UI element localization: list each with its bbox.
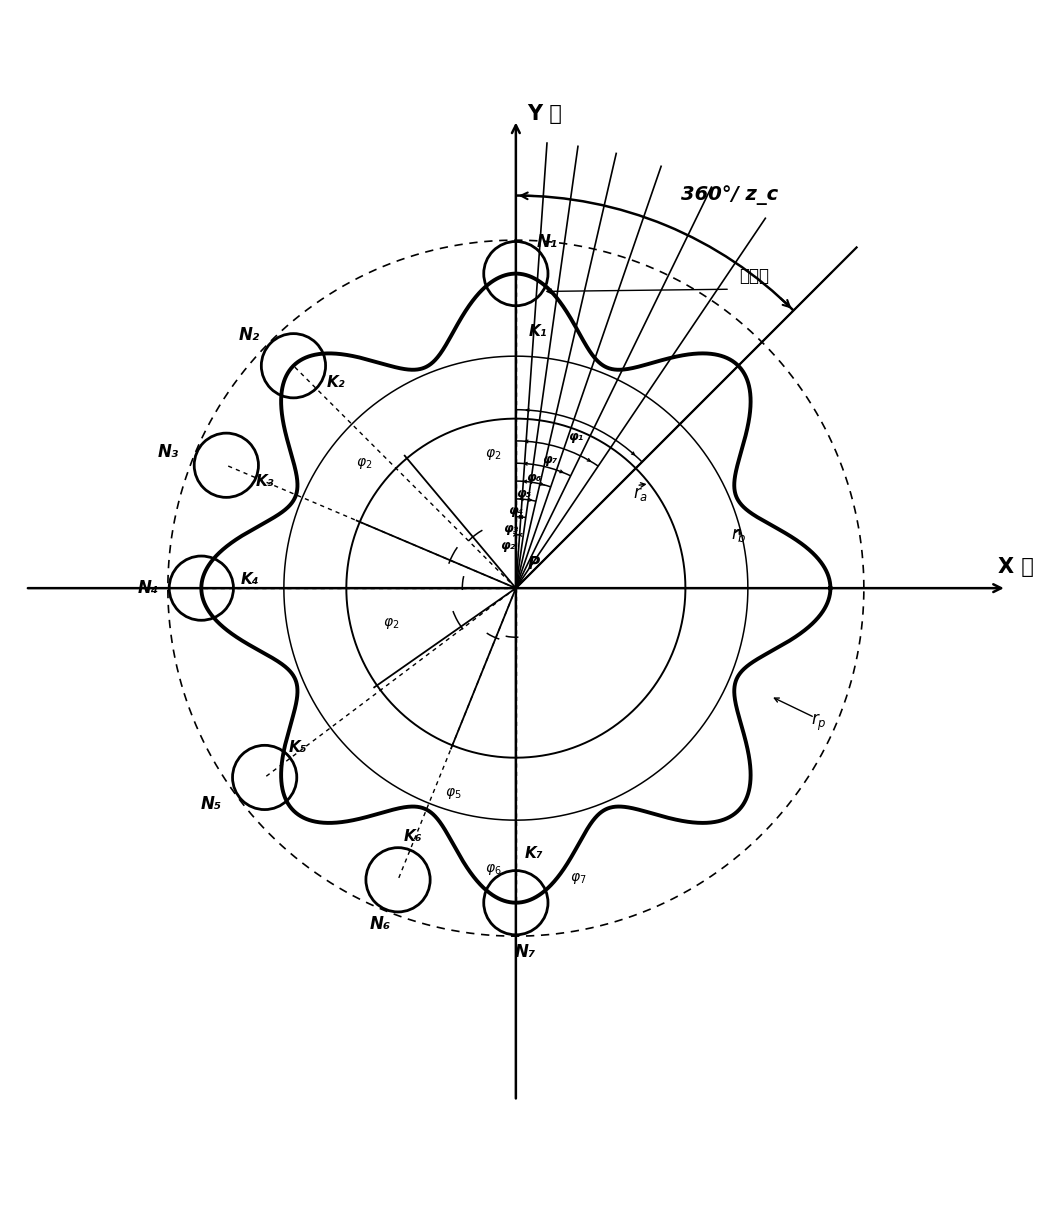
Text: φ₅: φ₅ (516, 487, 531, 501)
Text: $r_p$: $r_p$ (811, 711, 827, 732)
Text: N₄: N₄ (138, 579, 159, 598)
Text: 360°/ z_c: 360°/ z_c (681, 185, 778, 206)
Text: N₇: N₇ (514, 943, 535, 961)
Text: N₃: N₃ (157, 442, 179, 461)
Text: $\varphi_7$: $\varphi_7$ (571, 870, 586, 886)
Text: K₁: K₁ (529, 324, 548, 339)
Text: N₅: N₅ (200, 795, 222, 813)
Text: $r_a$: $r_a$ (633, 486, 649, 503)
Text: P: P (528, 555, 540, 572)
Text: Y 轴: Y 轴 (527, 104, 562, 124)
Text: K₆: K₆ (404, 829, 422, 844)
Text: K₇: K₇ (525, 846, 543, 861)
Text: N₁: N₁ (536, 234, 558, 251)
Text: $r_b$: $r_b$ (731, 526, 747, 544)
Text: $\varphi_2$: $\varphi_2$ (485, 447, 502, 462)
Text: K₃: K₃ (256, 474, 274, 488)
Text: φ₇: φ₇ (542, 453, 557, 465)
Text: φ₄: φ₄ (508, 504, 524, 518)
Text: X 轴: X 轴 (998, 558, 1034, 577)
Text: $\varphi_5$: $\varphi_5$ (445, 785, 462, 801)
Text: N₆: N₆ (369, 915, 391, 933)
Text: $\varphi_6$: $\varphi_6$ (485, 862, 502, 876)
Text: φ₁: φ₁ (568, 430, 584, 442)
Text: K₅: K₅ (289, 739, 308, 755)
Text: 参考点: 参考点 (738, 267, 769, 285)
Text: K₂: K₂ (326, 376, 345, 390)
Text: N₂: N₂ (238, 326, 260, 343)
Text: $\varphi_2$: $\varphi_2$ (383, 617, 399, 631)
Text: φ₆: φ₆ (527, 471, 541, 485)
Text: φ₂: φ₂ (500, 539, 515, 553)
Text: $\varphi_2$: $\varphi_2$ (356, 456, 372, 470)
Text: φ₃: φ₃ (503, 521, 518, 534)
Text: K₄: K₄ (241, 572, 260, 587)
